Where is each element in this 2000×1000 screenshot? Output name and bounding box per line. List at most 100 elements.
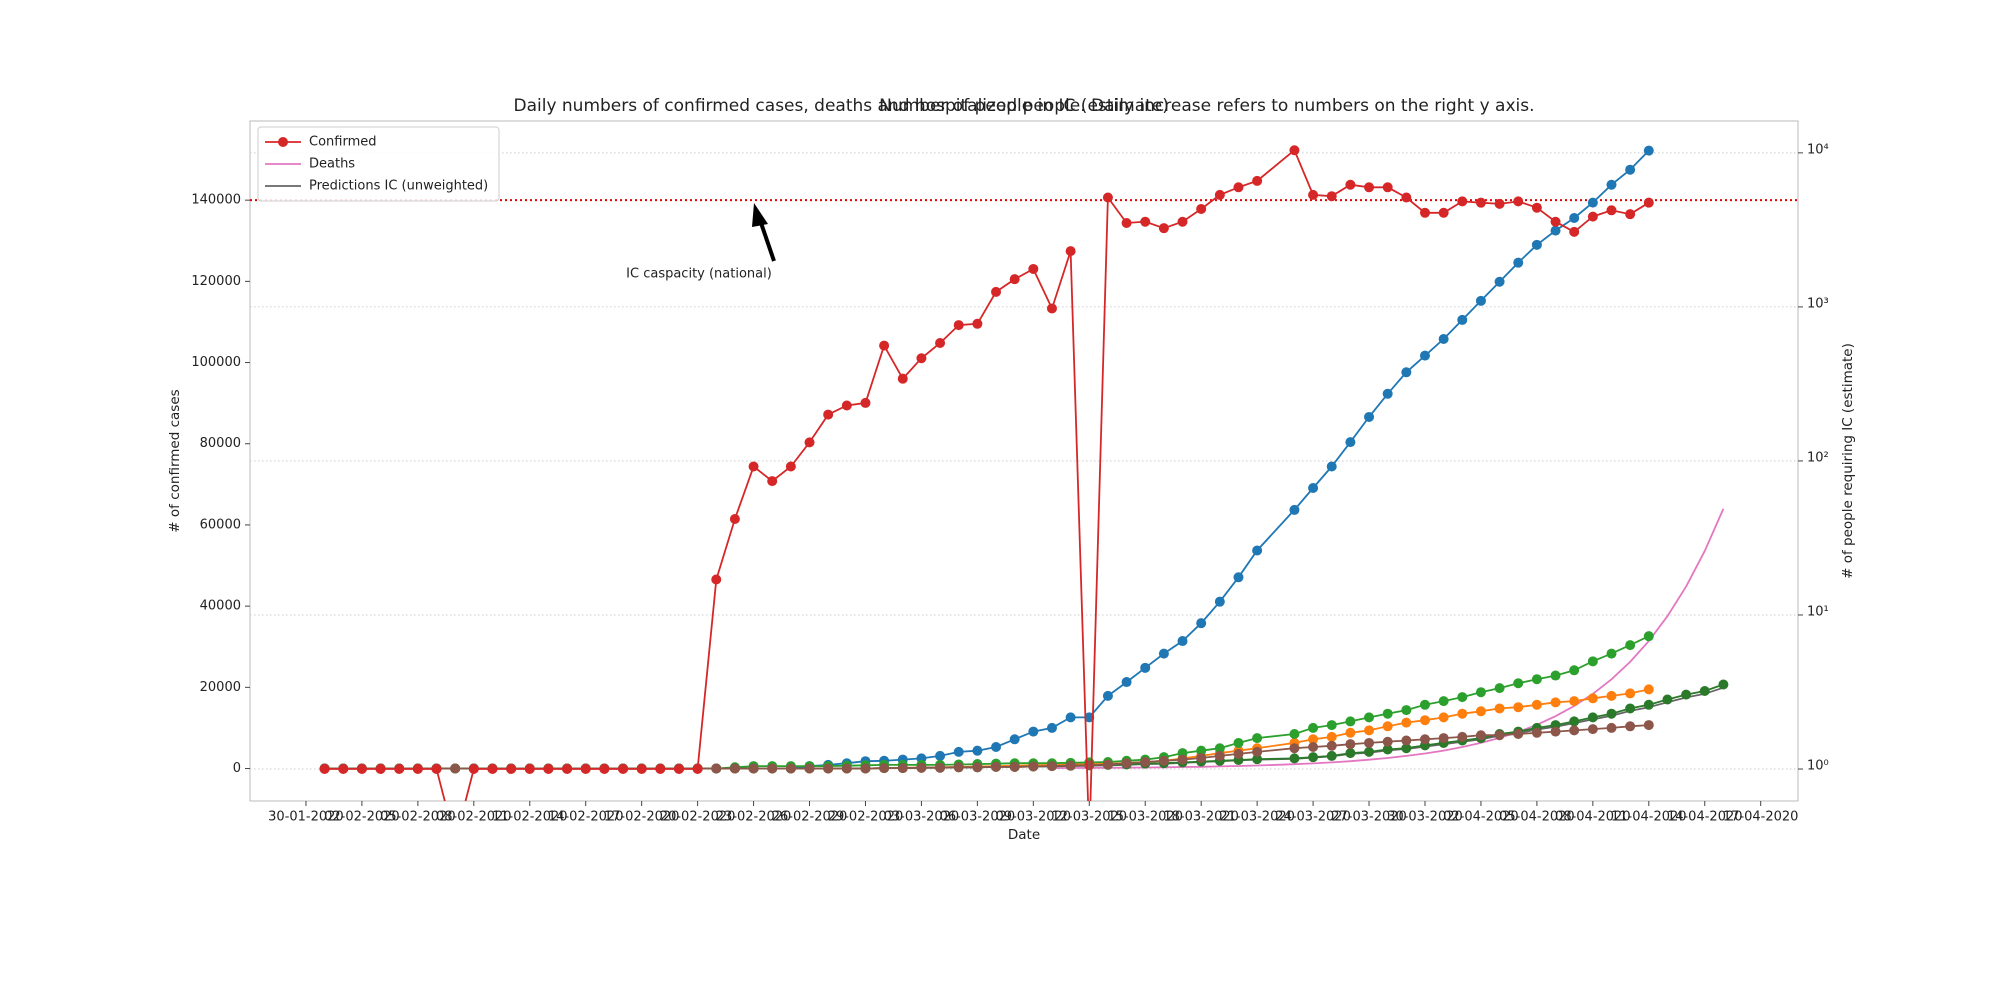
series-line — [324, 724, 1649, 770]
data-point — [1606, 722, 1617, 733]
data-point — [655, 764, 666, 775]
data-point — [1084, 712, 1095, 723]
y-tick-label: 20000 — [200, 680, 241, 695]
x-tick-label: 03-03-2020 — [884, 810, 960, 825]
data-point — [823, 409, 834, 420]
data-point — [1606, 648, 1617, 659]
data-point — [785, 763, 796, 774]
data-point — [1382, 744, 1393, 755]
chart-title: Daily numbers of confirmed cases, deaths… — [513, 96, 1534, 116]
data-point — [506, 764, 517, 775]
data-point — [1643, 684, 1654, 695]
data-point — [1140, 216, 1151, 227]
data-point — [1531, 202, 1542, 213]
axes: 30-01-202002-02-202005-02-202008-02-2020… — [191, 142, 1828, 824]
data-point — [1569, 725, 1580, 736]
data-point — [711, 574, 722, 585]
legend: Confirmed Deaths Predictions IC (unweighte… — [257, 126, 500, 202]
data-point — [1625, 209, 1636, 220]
data-point — [1121, 758, 1132, 769]
data-point — [860, 397, 871, 408]
data-point — [1289, 743, 1300, 754]
data-point — [972, 745, 983, 756]
data-point — [1419, 715, 1430, 726]
data-point — [1475, 687, 1486, 698]
data-point — [711, 763, 722, 774]
annotation-arrow-head — [752, 203, 768, 227]
data-point — [879, 763, 890, 774]
data-point — [1438, 712, 1449, 723]
data-point — [1065, 760, 1076, 771]
data-point — [1587, 712, 1598, 723]
data-point — [1196, 203, 1207, 214]
data-point — [1531, 674, 1542, 685]
data-point — [1457, 708, 1468, 719]
data-point — [1214, 743, 1225, 754]
series-line — [324, 149, 1650, 770]
data-point — [1028, 761, 1039, 772]
data-point — [1643, 145, 1654, 156]
x-tick-label: 20-02-2020 — [660, 810, 736, 825]
data-point — [1513, 702, 1524, 713]
y2-tick-label: 10⁰ — [1807, 759, 1829, 774]
data-point — [1587, 693, 1598, 704]
series-line — [1051, 508, 1725, 769]
data-point — [1401, 705, 1412, 716]
x-tick-label: 02-02-2020 — [324, 810, 400, 825]
data-point — [1046, 761, 1057, 772]
data-point — [1364, 712, 1375, 723]
data-point — [1606, 205, 1617, 216]
y2-tick-label: 10² — [1807, 450, 1829, 465]
data-point — [1494, 276, 1505, 287]
data-point — [1308, 189, 1319, 200]
data-point — [748, 461, 759, 472]
data-point — [1606, 708, 1617, 719]
data-point — [841, 400, 852, 411]
x-tick-label: 09-03-2020 — [996, 810, 1072, 825]
data-point — [356, 764, 367, 775]
data-point — [1419, 734, 1430, 745]
data-point — [1233, 572, 1244, 583]
data-point — [1494, 683, 1505, 694]
legend-label: Confirmed — [309, 135, 377, 150]
data-point — [1308, 742, 1319, 753]
data-point — [1177, 216, 1188, 227]
data-point — [1494, 730, 1505, 741]
data-point — [1345, 748, 1356, 759]
data-point — [1009, 274, 1020, 285]
data-point — [1028, 263, 1039, 274]
data-point — [804, 763, 815, 774]
x-tick-label: 05-02-2020 — [380, 810, 456, 825]
y-tick-label: 60000 — [200, 517, 241, 532]
data-point — [972, 318, 983, 329]
data-point — [1681, 689, 1692, 700]
x-tick-label: 08-02-2020 — [436, 810, 512, 825]
data-point — [1569, 665, 1580, 676]
y2-tick-label: 10¹ — [1807, 604, 1829, 619]
data-point — [1569, 213, 1580, 224]
data-point — [1364, 182, 1375, 193]
data-point — [1084, 760, 1095, 771]
data-point — [916, 353, 927, 364]
data-point — [562, 764, 573, 775]
data-point — [1121, 677, 1132, 688]
annotation-arrow — [758, 219, 776, 262]
x-tick-label: 21-03-2020 — [1219, 810, 1295, 825]
data-point — [673, 764, 684, 775]
data-point — [879, 340, 890, 351]
data-point — [1364, 411, 1375, 422]
data-point — [1009, 734, 1020, 745]
data-point — [1401, 367, 1412, 378]
y-axis-label: # of confirmed cases — [167, 389, 183, 532]
data-point — [692, 764, 703, 775]
data-point — [319, 764, 330, 775]
data-point — [1419, 699, 1430, 710]
data-point — [338, 764, 349, 775]
data-point — [1606, 179, 1617, 190]
data-point — [953, 320, 964, 331]
data-point — [1345, 437, 1356, 448]
data-point — [1065, 246, 1076, 257]
data-point — [1569, 226, 1580, 237]
data-point — [1382, 388, 1393, 399]
data-point — [1457, 731, 1468, 742]
